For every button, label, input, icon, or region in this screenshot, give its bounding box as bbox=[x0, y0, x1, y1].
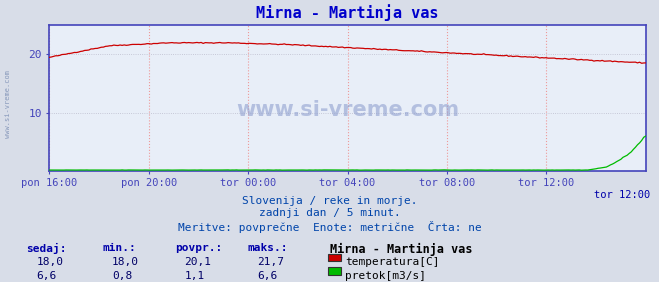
Text: min.:: min.: bbox=[102, 243, 136, 252]
Text: 21,7: 21,7 bbox=[257, 257, 284, 267]
Text: Slovenija / reke in morje.: Slovenija / reke in morje. bbox=[242, 196, 417, 206]
Text: Mirna - Martinja vas: Mirna - Martinja vas bbox=[330, 243, 472, 255]
Text: maks.:: maks.: bbox=[247, 243, 287, 252]
Text: temperatura[C]: temperatura[C] bbox=[345, 257, 440, 267]
Text: www.si-vreme.com: www.si-vreme.com bbox=[5, 70, 11, 138]
Text: tor 12:00: tor 12:00 bbox=[594, 190, 650, 200]
Text: www.si-vreme.com: www.si-vreme.com bbox=[236, 100, 459, 120]
Text: pretok[m3/s]: pretok[m3/s] bbox=[345, 271, 426, 281]
Text: 1,1: 1,1 bbox=[185, 271, 205, 281]
Text: 0,8: 0,8 bbox=[112, 271, 132, 281]
Text: zadnji dan / 5 minut.: zadnji dan / 5 minut. bbox=[258, 208, 401, 218]
Title: Mirna - Martinja vas: Mirna - Martinja vas bbox=[256, 5, 439, 21]
Text: Meritve: povprečne  Enote: metrične  Črta: ne: Meritve: povprečne Enote: metrične Črta:… bbox=[178, 221, 481, 233]
Text: 18,0: 18,0 bbox=[36, 257, 63, 267]
Text: 6,6: 6,6 bbox=[257, 271, 277, 281]
Text: povpr.:: povpr.: bbox=[175, 243, 222, 252]
Text: 18,0: 18,0 bbox=[112, 257, 139, 267]
Text: 20,1: 20,1 bbox=[185, 257, 212, 267]
Text: sedaj:: sedaj: bbox=[26, 243, 67, 254]
Text: 6,6: 6,6 bbox=[36, 271, 57, 281]
